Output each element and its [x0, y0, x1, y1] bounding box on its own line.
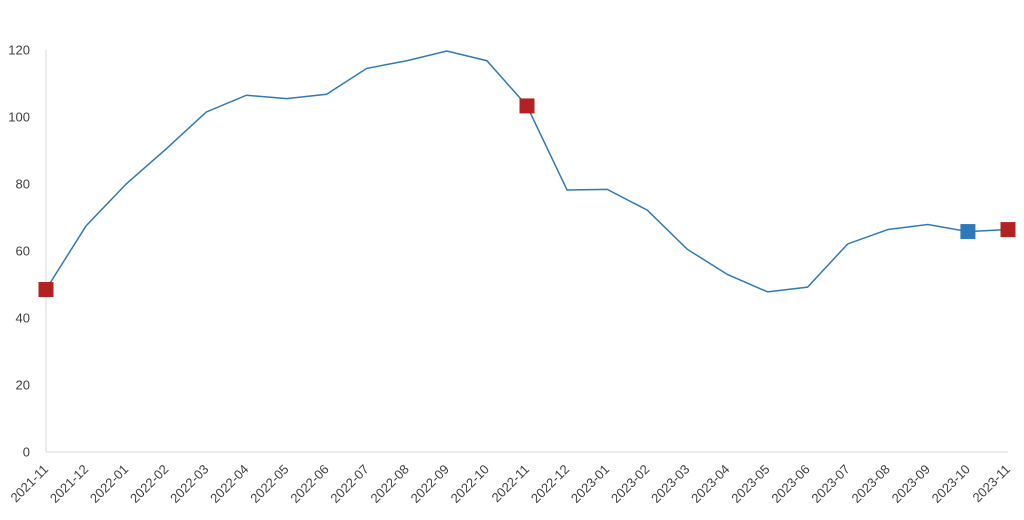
x-tick-label: 2023-05: [728, 462, 772, 506]
x-tick-label: 2023-09: [889, 462, 933, 506]
x-tick-label: 2023-11: [969, 462, 1013, 506]
x-tick-label: 2022-06: [287, 462, 331, 506]
marker-group: [38, 98, 1016, 298]
x-tick-label: 2022-09: [408, 462, 452, 506]
y-tick-label: 120: [8, 43, 30, 58]
series-line: [45, 50, 1009, 293]
y-tick-label: 40: [16, 311, 30, 326]
y-tick-label: 0: [23, 445, 30, 460]
data-marker: [38, 282, 54, 298]
x-tick-label: 2022-01: [87, 462, 131, 506]
x-tick-label: 2022-03: [167, 462, 211, 506]
x-tick-label: 2022-04: [207, 462, 251, 506]
x-tick-labels: 2021-112021-122022-012022-022022-032022-…: [7, 462, 1013, 506]
y-tick-label: 100: [8, 110, 30, 125]
x-tick-label: 2023-03: [648, 462, 692, 506]
x-tick-label: 2023-02: [608, 462, 652, 506]
y-tick-label: 20: [16, 378, 30, 393]
data-marker: [519, 98, 535, 114]
x-tick-label: 2022-05: [247, 462, 291, 506]
x-tick-label: 2023-10: [929, 462, 973, 506]
series-group: [45, 50, 1009, 293]
x-tick-label: 2021-11: [7, 462, 51, 506]
y-tick-label: 60: [16, 244, 30, 259]
x-tick-label: 2023-04: [688, 462, 732, 506]
x-tick-label: 2023-08: [849, 462, 893, 506]
x-tick-label: 2023-07: [808, 462, 852, 506]
y-tick-label: 80: [16, 177, 30, 192]
x-tick-label: 2023-01: [568, 462, 612, 506]
x-tick-label: 2023-06: [768, 462, 812, 506]
x-tick-label: 2022-08: [368, 462, 412, 506]
x-tick-label: 2022-10: [448, 462, 492, 506]
x-tick-label: 2022-02: [127, 462, 171, 506]
x-tick-label: 2022-11: [488, 462, 532, 506]
x-tick-label: 2022-12: [528, 462, 572, 506]
data-marker: [960, 224, 976, 240]
data-marker: [1000, 222, 1016, 238]
x-tick-label: 2021-12: [47, 462, 91, 506]
x-tick-label: 2022-07: [327, 462, 371, 506]
y-tick-labels: 0 20 40 60 80 100 120: [8, 43, 30, 460]
